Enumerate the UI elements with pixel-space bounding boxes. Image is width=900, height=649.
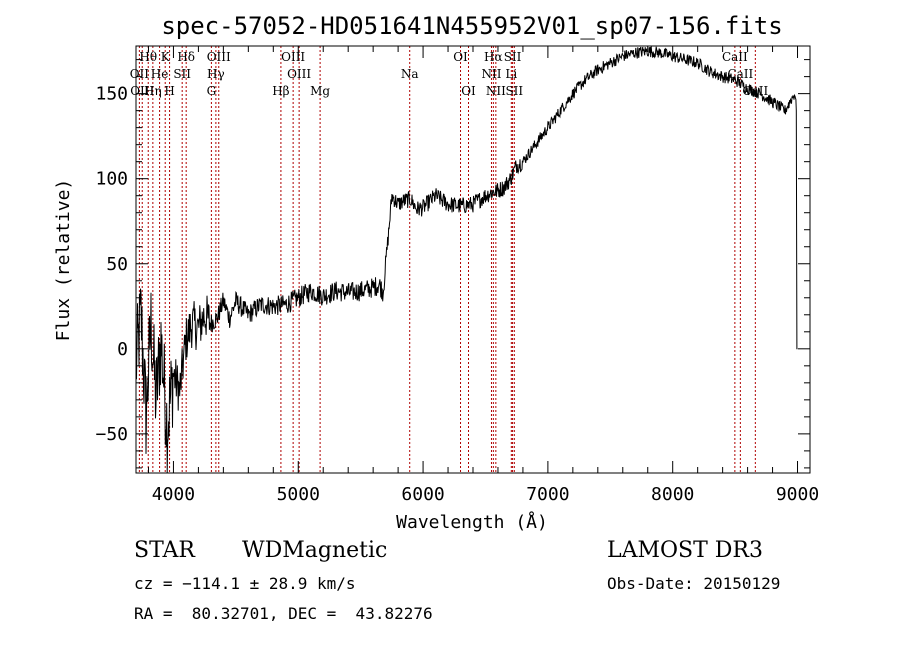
line-marker-label: Li [505,67,517,81]
y-tick-label: 0 [117,339,128,360]
line-marker-label: OI [461,84,476,98]
line-marker-label: Mg [310,84,330,98]
cz-value: cz = −114.1 ± 28.9 km/s [134,574,356,593]
line-marker-label: CaII [722,50,748,64]
spectrum-series [135,46,798,473]
line-marker-label: NII [481,67,501,81]
line-marker-label: Hγ [207,67,225,81]
line-marker-label: OIII [281,50,305,64]
line-marker-label: OII [130,67,150,81]
y-axis-label: Flux (relative) [53,179,74,342]
line-marker-label: He [151,67,169,81]
line-marker-label: K [161,50,171,64]
line-marker-label: NII [486,84,506,98]
line-marker-label: G [207,84,217,98]
x-tick-label: 4000 [152,484,195,505]
spectrum-chart: spec-57052-HD051641N455952V01_sp07-156.f… [53,12,819,533]
spectrum-line [135,46,798,473]
x-tick-label: 7000 [526,484,569,505]
y-axis: −50 0 50 100 150 [95,59,810,469]
subclass-label: WDMagnetic [242,538,388,563]
y-tick-label: 50 [106,254,128,275]
line-marker-label: H [164,84,174,98]
line-marker-label: Hη [144,84,162,98]
obs-date: Obs-Date: 20150129 [607,574,781,593]
survey-label: LAMOST DR3 [607,538,763,563]
line-marker-label: SII [173,67,191,81]
plot-frame [135,45,811,474]
x-tick-label: 9000 [776,484,819,505]
y-tick-label: 150 [95,84,128,105]
class-label: STAR [134,538,195,563]
y-tick-label: −50 [95,424,128,445]
y-tick-label: 100 [95,169,128,190]
x-axis: 4000 5000 6000 7000 8000 9000 [147,46,819,505]
ra-dec: RA = 80.32701, DEC = 43.82276 [134,604,433,623]
x-tick-label: 8000 [651,484,694,505]
line-marker-label: OIII [207,50,231,64]
line-marker-label: OIII [287,67,311,81]
line-marker-label: SII [505,84,523,98]
line-marker-label: SII [504,50,522,64]
line-marker-label: Na [401,67,419,81]
x-tick-label: 6000 [401,484,444,505]
line-marker-label: Hθ [139,50,157,64]
x-tick-label: 5000 [277,484,320,505]
line-marker-label: OI [453,50,468,64]
x-axis-label: Wavelength (Å) [396,511,548,533]
line-markers [138,46,756,473]
line-marker-label: Hα [484,50,503,64]
chart-title: spec-57052-HD051641N455952V01_sp07-156.f… [161,12,782,40]
line-marker-label: Hδ [177,50,195,64]
line-marker-label: Hβ [272,84,289,98]
